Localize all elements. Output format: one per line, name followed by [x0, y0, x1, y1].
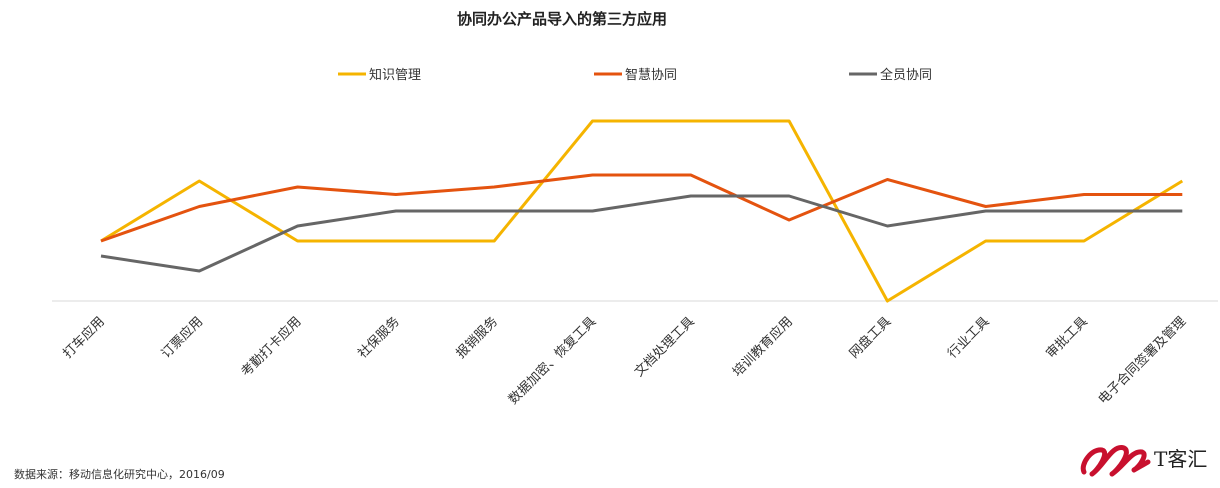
chart-title: 协同办公产品导入的第三方应用 [457, 10, 667, 28]
x-tick-labels: 打车应用 订票应用 考勤打卡应用 社保服务 报销服务 数据加密、恢复工具 文档处理工具 培训教… [60, 314, 1189, 408]
x-tick-label: 培训教育应用 [729, 314, 795, 380]
x-tick-label: 文档处理工具 [632, 314, 698, 380]
series-line-3 [100, 194, 1183, 273]
series-line-1 [100, 119, 1184, 303]
x-tick-label: 社保服务 [355, 314, 403, 362]
legend-label-3: 全员协同 [880, 67, 932, 83]
series-lines [100, 119, 1184, 303]
x-tick-label: 数据加密、恢复工具 [505, 314, 599, 408]
logo-text: T客汇 [1154, 447, 1207, 471]
source-note: 数据来源：移动信息化研究中心，2016/09 [14, 468, 225, 481]
logo-swirl-icon [1080, 445, 1151, 477]
x-tick-label: 行业工具 [945, 314, 992, 361]
x-tick-label: 审批工具 [1043, 314, 1090, 361]
x-tick-label: 考勤打卡应用 [238, 314, 304, 380]
series-line-2 [100, 173, 1183, 243]
x-tick-label: 网盘工具 [846, 314, 894, 362]
x-tick-label: 打车应用 [60, 314, 108, 362]
legend-label-1: 知识管理 [369, 67, 421, 83]
legend-label-2: 智慧协同 [625, 67, 677, 83]
x-tick-label: 报销服务 [453, 314, 501, 362]
x-tick-label: 订票应用 [158, 314, 206, 362]
x-tick-label: 电子合同签署及管理 [1095, 314, 1189, 408]
brand-logo: T客汇 [1080, 445, 1207, 477]
legend: 知识管理 智慧协同 全员协同 [338, 67, 932, 83]
